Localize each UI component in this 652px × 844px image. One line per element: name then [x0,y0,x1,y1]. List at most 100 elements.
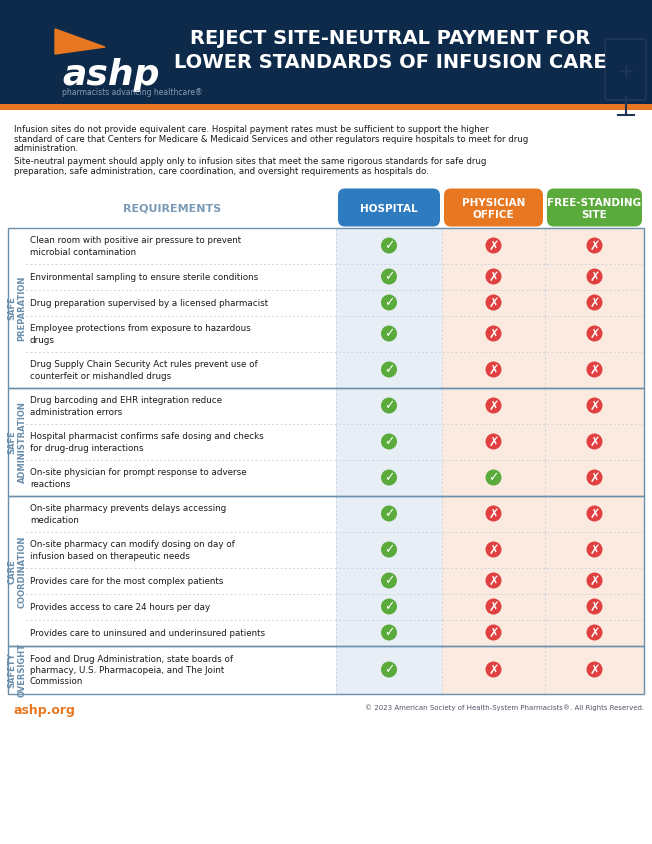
Text: ✓: ✓ [384,270,394,284]
Text: Drug barcoding and EHR integration reduce
administration errors: Drug barcoding and EHR integration reduc… [30,396,222,416]
Text: Infusion sites do not provide equivalent care. Hospital payment rates must be su: Infusion sites do not provide equivalent… [14,125,488,134]
Bar [0,105,652,111]
Text: Drug preparation supervised by a licensed pharmacist: Drug preparation supervised by a license… [30,299,268,307]
Text: ✗: ✗ [589,600,600,613]
Text: ✓: ✓ [384,625,394,639]
Bar [336,568,442,594]
Text: Employee protections from exposure to hazardous
drugs: Employee protections from exposure to ha… [30,324,251,344]
Text: ✓: ✓ [384,471,394,484]
Circle shape [486,542,501,558]
Text: ✗: ✗ [488,399,499,412]
Text: pharmacists advancing healthcare®: pharmacists advancing healthcare® [62,88,203,97]
Text: ✓: ✓ [384,663,394,676]
Bar [336,619,442,646]
Text: ✗: ✗ [488,435,499,448]
Bar [545,352,644,388]
Text: ✓: ✓ [384,435,394,448]
Bar [442,619,545,646]
Circle shape [587,362,602,378]
Circle shape [486,398,501,414]
Text: ✓: ✓ [384,543,394,556]
Bar [442,424,545,460]
Text: ✗: ✗ [589,574,600,587]
Bar [442,532,545,568]
Text: © 2023 American Society of Health-System Pharmacists®. All Rights Reserved.: © 2023 American Society of Health-System… [365,704,644,711]
Circle shape [486,434,501,450]
Circle shape [587,434,602,450]
Circle shape [381,238,397,254]
Text: Provides access to care 24 hours per day: Provides access to care 24 hours per day [30,603,210,611]
Circle shape [486,326,501,342]
Text: Environmental sampling to ensure sterile conditions: Environmental sampling to ensure sterile… [30,273,258,282]
Bar [442,388,545,424]
Circle shape [381,542,397,558]
Text: ✗: ✗ [488,600,499,613]
Circle shape [381,573,397,589]
Circle shape [381,269,397,285]
Circle shape [587,662,602,678]
Bar [442,646,545,694]
Bar [336,532,442,568]
Circle shape [587,470,602,486]
Text: ✓: ✓ [384,327,394,340]
Bar [545,646,644,694]
Circle shape [381,598,397,614]
FancyBboxPatch shape [444,189,543,227]
Bar [336,496,442,532]
Text: Drug Supply Chain Security Act rules prevent use of
counterfeit or mishandled dr: Drug Supply Chain Security Act rules pre… [30,360,258,381]
Text: Clean room with positive air pressure to prevent
microbial contamination: Clean room with positive air pressure to… [30,236,241,257]
FancyBboxPatch shape [547,189,642,227]
Bar [545,594,644,619]
Text: ✗: ✗ [488,507,499,520]
Text: CARE
COORDINATION: CARE COORDINATION [7,535,27,607]
Text: ✗: ✗ [589,363,600,376]
Text: OFFICE: OFFICE [473,209,514,219]
Bar [8,646,644,694]
Circle shape [587,542,602,558]
Text: ✗: ✗ [488,625,499,639]
Text: Hospital pharmacist confirms safe dosing and checks
for drug-drug interactions: Hospital pharmacist confirms safe dosing… [30,432,264,452]
Circle shape [486,506,501,522]
Text: ashp.org: ashp.org [14,704,76,717]
Circle shape [486,362,501,378]
Text: ✓: ✓ [384,363,394,376]
FancyBboxPatch shape [338,189,440,227]
Circle shape [486,269,501,285]
Circle shape [381,434,397,450]
Bar [545,290,644,316]
Bar [336,290,442,316]
Text: HOSPITAL: HOSPITAL [360,203,418,214]
Circle shape [587,598,602,614]
Bar [442,460,545,496]
Text: standard of care that Centers for Medicare & Medicaid Services and other regulat: standard of care that Centers for Medica… [14,134,528,143]
Text: ✗: ✗ [488,296,499,309]
Text: ✓: ✓ [384,574,394,587]
Text: LOWER STANDARDS OF INFUSION CARE: LOWER STANDARDS OF INFUSION CARE [173,52,606,72]
Text: Site-neutral payment should apply only to infusion sites that meet the same rigo: Site-neutral payment should apply only t… [14,157,486,166]
Text: ashp: ashp [62,58,160,92]
Text: ✗: ✗ [589,399,600,412]
Circle shape [587,326,602,342]
Bar [442,496,545,532]
Circle shape [587,506,602,522]
Bar [442,568,545,594]
Bar [442,264,545,290]
Bar [8,228,644,388]
Circle shape [381,326,397,342]
Circle shape [486,470,501,486]
Bar [336,388,442,424]
Circle shape [587,238,602,254]
Bar [336,460,442,496]
Text: ✗: ✗ [589,270,600,284]
Bar [336,646,442,694]
Circle shape [587,625,602,641]
Text: ✗: ✗ [589,543,600,556]
Text: SAFE
ADMINISTRATION: SAFE ADMINISTRATION [7,401,27,483]
Bar [8,388,644,496]
Circle shape [381,362,397,378]
Text: REQUIREMENTS: REQUIREMENTS [123,203,221,214]
Bar [545,619,644,646]
Text: administration.: administration. [14,143,79,153]
Text: ✗: ✗ [488,270,499,284]
Text: ✗: ✗ [488,543,499,556]
